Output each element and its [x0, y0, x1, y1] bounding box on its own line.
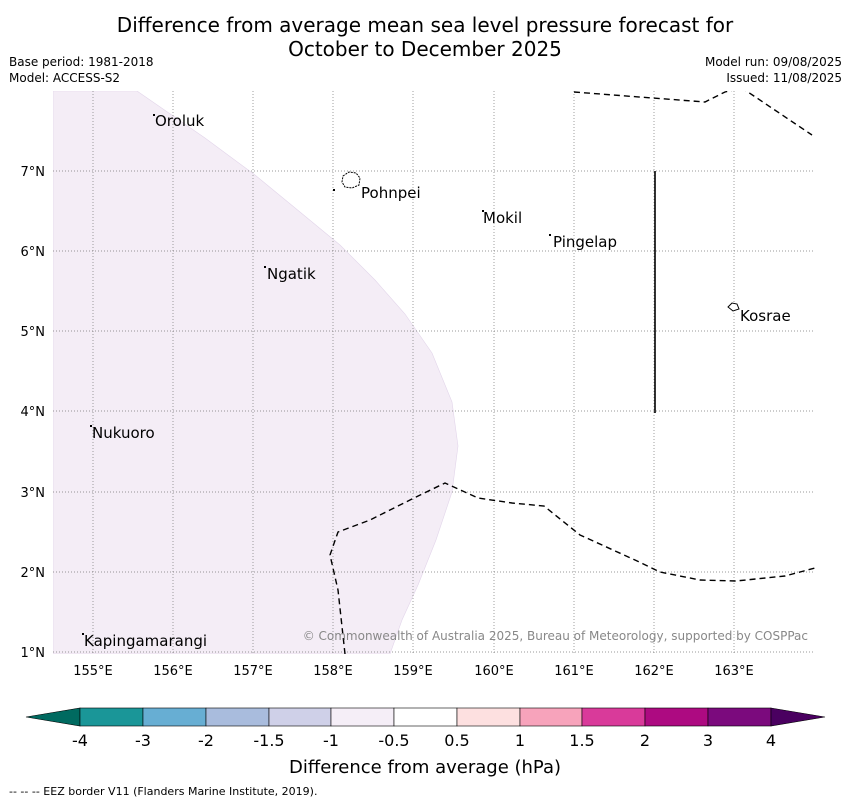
place-label-pohnpei: Pohnpei [361, 184, 421, 202]
place-label-pingelap: Pingelap [553, 233, 617, 251]
colorbar-segment [268, 707, 332, 727]
place-label-kosrae: Kosrae [740, 307, 791, 325]
base-period: Base period: 1981-2018 [9, 55, 154, 69]
colorbar-segment [644, 707, 709, 727]
colorbar-tick-label: -2 [198, 731, 214, 750]
issued-date: Issued: 11/08/2025 [726, 71, 842, 85]
lon-label: 161°E [554, 664, 594, 679]
place-label-mokil: Mokil [483, 209, 522, 227]
colorbar-segment [456, 707, 521, 727]
lon-label: 159°E [393, 664, 433, 679]
model-run: Model run: 09/08/2025 [704, 55, 842, 69]
lat-label: 7°N [21, 165, 46, 180]
lat-label: 6°N [21, 245, 46, 260]
colorbar-segment [581, 707, 646, 727]
lon-label: 157°E [233, 664, 273, 679]
colorbar-tick-label: -1.5 [253, 731, 284, 750]
model-name: Model: ACCESS-S2 [9, 71, 121, 85]
lat-label: 3°N [21, 486, 46, 501]
colorbar [25, 707, 826, 727]
meta-right: Model run: 09/08/2025 Issued: 11/08/2025 [705, 54, 842, 86]
place-label-kapingamarangi: Kapingamarangi [84, 632, 207, 650]
anomaly-region [53, 91, 459, 654]
eez-border-north [573, 91, 813, 136]
lat-label: 5°N [21, 325, 46, 340]
lon-label: 162°E [634, 664, 674, 679]
lon-label: 160°E [474, 664, 514, 679]
lon-label: 156°E [153, 664, 193, 679]
colorbar-segment [393, 707, 458, 727]
lat-label: 1°N [21, 646, 46, 661]
title-line-1: Difference from average mean sea level p… [116, 13, 734, 37]
colorbar-tick-label: -4 [72, 731, 88, 750]
colorbar-tick-label: 1 [515, 731, 525, 750]
colorbar-segment [330, 707, 395, 727]
lon-label: 158°E [313, 664, 353, 679]
meta-left: Base period: 1981-2018 Model: ACCESS-S2 [9, 54, 154, 86]
gridlines [53, 91, 815, 654]
colorbar-extend-low [25, 707, 81, 727]
colorbar-tick-label: 0.5 [444, 731, 469, 750]
lat-label: 4°N [21, 405, 46, 420]
place-label-ngatik: Ngatik [267, 265, 316, 283]
colorbar-segment [142, 707, 207, 727]
lon-label: 163°E [714, 664, 754, 679]
colorbar-tick-label: 3 [703, 731, 713, 750]
colorbar-extend-high [770, 707, 826, 727]
place-label-nukuoro: Nukuoro [92, 424, 155, 442]
kosrae-island [727, 302, 740, 312]
eez-border-south [329, 482, 815, 654]
lat-label: 2°N [21, 566, 46, 581]
colorbar-tick-label: 1.5 [569, 731, 594, 750]
map-title: Difference from average mean sea level p… [0, 13, 850, 61]
colorbar-tick-label: -3 [135, 731, 151, 750]
colorbar-label: Difference from average (hPa) [289, 757, 561, 778]
colorbar-segment [519, 707, 583, 727]
island-dots [82, 114, 551, 635]
colorbar-tick-label: -0.5 [378, 731, 409, 750]
colorbar-segment [79, 707, 144, 727]
title-line-2: October to December 2025 [288, 37, 562, 61]
colorbar-segment [205, 707, 270, 727]
colorbar-segment [707, 707, 772, 727]
lon-label: 155°E [73, 664, 113, 679]
colorbar-tick-label: 2 [640, 731, 650, 750]
place-label-oroluk: Oroluk [155, 112, 204, 130]
eez-border-note: -- -- -- EEZ border V11 (Flanders Marine… [9, 785, 318, 798]
copyright-notice: © Commonwealth of Australia 2025, Bureau… [303, 629, 808, 643]
colorbar-tick-label: 4 [766, 731, 776, 750]
pohnpei-island [341, 171, 361, 189]
colorbar-tick-label: -1 [323, 731, 339, 750]
